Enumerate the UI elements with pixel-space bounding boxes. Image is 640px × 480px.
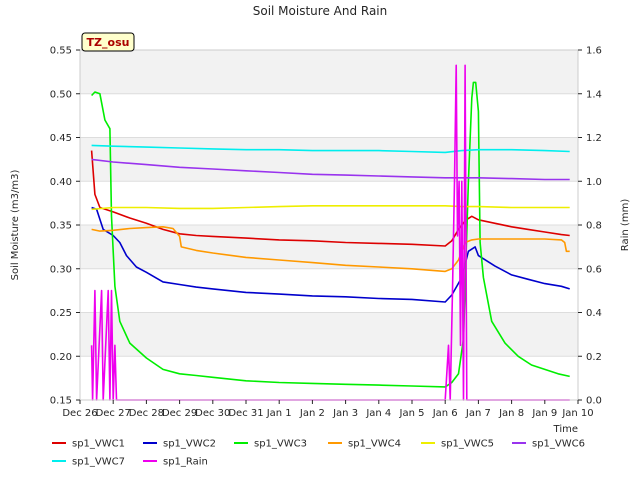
legend-label: sp1_VWC6: [532, 439, 585, 450]
legend-item-sp1_VWC3: sp1_VWC3: [234, 439, 307, 450]
legend-label: sp1_VWC1: [72, 439, 125, 450]
y-axis-ticks: 0.15 0.20 0.25 0.30 0.35 0.40 0.45 0.50 0.55: [50, 46, 80, 407]
legend-label: sp1_VWC2: [163, 439, 216, 450]
x-tick-label: Dec 31: [228, 408, 263, 419]
x-tick-label: Dec 26: [62, 408, 97, 419]
legend-label: sp1_VWC3: [254, 439, 307, 450]
y-axis-label: Soil Moisture (m3/m3): [10, 170, 21, 281]
x-tick-label: Jan 5: [399, 408, 425, 419]
x-tick-label: Jan 8: [498, 408, 524, 419]
legend-item-sp1_VWC2: sp1_VWC2: [143, 439, 216, 450]
annotation-box: TZ_osu: [81, 32, 135, 52]
grid-band: [80, 50, 578, 94]
y-tick-label: 0.55: [50, 46, 72, 57]
legend-item-sp1_VWC7: sp1_VWC7: [52, 457, 125, 468]
y2-tick-label: 1.2: [586, 133, 602, 144]
y2-axis-ticks: 0.0 0.2 0.4 0.6 0.8 1.0 1.2 1.4 1.6: [578, 46, 602, 407]
x-axis-label: Time: [553, 424, 578, 435]
legend-label: sp1_VWC5: [441, 439, 494, 450]
x-tick-label: Dec 27: [96, 408, 131, 419]
series-line-sp1_VWC3: [91, 81, 570, 388]
series-line-sp1_VWC5: [91, 205, 570, 211]
x-tick-label: Jan 3: [332, 408, 358, 419]
legend-label: sp1_VWC7: [72, 457, 125, 468]
legend: sp1_VWC1 sp1_VWC2 sp1_VWC3 sp1_VWC4 sp1_VWC5…: [52, 439, 585, 468]
y2-tick-label: 1.0: [586, 177, 602, 188]
y2-tick-label: 0.8: [586, 221, 602, 232]
x-tick-label: Dec 29: [162, 408, 197, 419]
legend-item-sp1_VWC1: sp1_VWC1: [52, 439, 125, 450]
y2-tick-label: 1.4: [586, 89, 602, 100]
y-tick-label: 0.25: [50, 308, 72, 319]
x-tick-label: Jan 10: [561, 408, 593, 419]
series-line-sp1_Rain: [90, 64, 570, 401]
x-tick-label: Jan 9: [531, 408, 557, 419]
y2-tick-label: 0.0: [586, 396, 602, 407]
y-tick-label: 0.15: [50, 396, 72, 407]
x-tick-label: Jan 4: [365, 408, 391, 419]
series-line-sp1_VWC6: [91, 158, 570, 181]
x-tick-label: Jan 2: [299, 408, 325, 419]
y2-tick-label: 0.2: [586, 352, 602, 363]
legend-item-sp1_VWC6: sp1_VWC6: [512, 439, 585, 450]
series-line-sp1_VWC2: [91, 206, 570, 303]
x-tick-label: Dec 28: [129, 408, 164, 419]
y2-tick-label: 1.6: [586, 46, 602, 57]
legend-item-sp1_VWC4: sp1_VWC4: [328, 439, 401, 450]
grid-band: [80, 312, 578, 357]
chart-title: Soil Moisture And Rain: [253, 4, 388, 18]
x-tick-label: Jan 7: [465, 408, 491, 419]
x-tick-label: Jan 6: [432, 408, 458, 419]
y-tick-label: 0.50: [50, 89, 72, 100]
series-line-sp1_VWC7: [91, 144, 570, 154]
y-tick-label: 0.35: [50, 221, 72, 232]
y2-tick-label: 0.6: [586, 264, 602, 275]
x-tick-label: Dec 30: [195, 408, 230, 419]
y-tick-label: 0.40: [50, 177, 72, 188]
legend-item-sp1_VWC5: sp1_VWC5: [421, 439, 494, 450]
x-tick-label: Jan 1: [266, 408, 292, 419]
y-tick-label: 0.20: [50, 352, 72, 363]
y2-axis-label: Rain (mm): [620, 199, 631, 252]
legend-label: sp1_Rain: [163, 457, 208, 468]
annotation-text: TZ_osu: [87, 36, 130, 49]
series-layer: [90, 64, 570, 401]
y-tick-label: 0.30: [50, 264, 72, 275]
legend-item-sp1_Rain: sp1_Rain: [143, 457, 208, 468]
y-tick-label: 0.45: [50, 133, 72, 144]
series-line-sp1_VWC4: [91, 226, 570, 273]
y2-tick-label: 0.4: [586, 308, 602, 319]
series-line-sp1_VWC1: [90, 150, 570, 247]
legend-label: sp1_VWC4: [348, 439, 401, 450]
grid-band: [80, 225, 578, 269]
